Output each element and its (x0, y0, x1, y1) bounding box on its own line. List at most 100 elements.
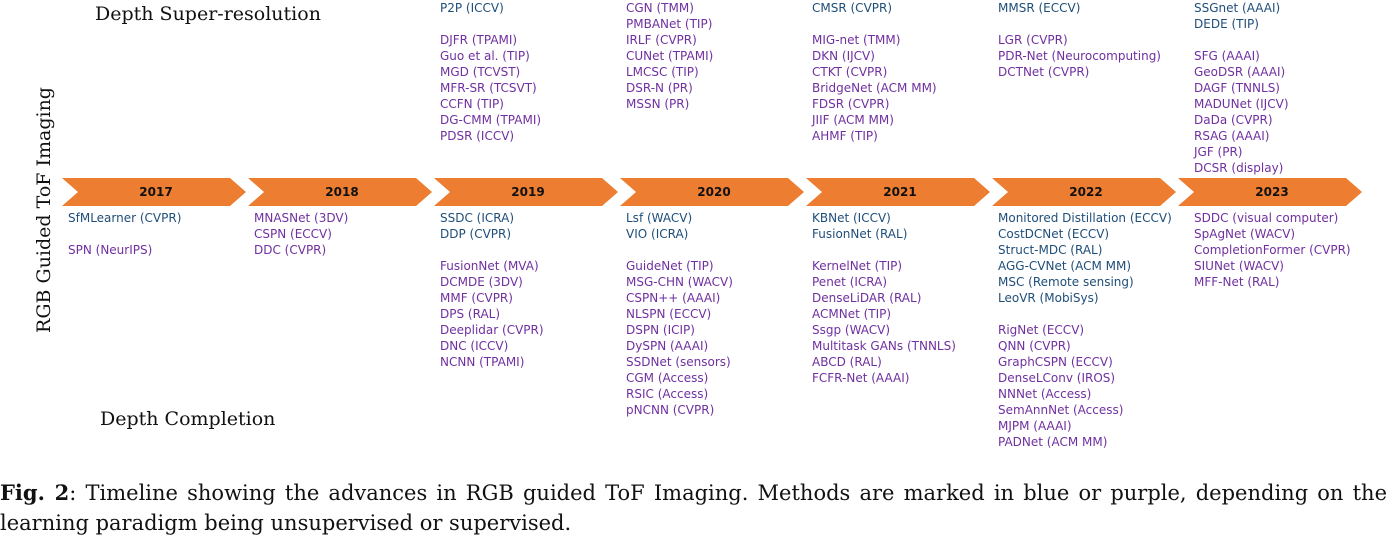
unsupervised-method: DEDE (TIP) (1194, 17, 1259, 31)
unsupervised-method: DDP (CVPR) (440, 227, 512, 241)
supervised-method: CCFN (TIP) (440, 97, 504, 111)
supervised-method: DNC (ICCV) (440, 339, 509, 353)
unsupervised-method: Monitored Distillation (ECCV) (998, 211, 1172, 225)
year-label-2019: 2019 (511, 185, 544, 199)
supervised-method: ACMNet (TIP) (812, 307, 892, 321)
supervised-method: MMF (CVPR) (440, 291, 513, 305)
spacer (626, 242, 733, 258)
supervised-method: NLSPN (ECCV) (626, 307, 712, 321)
unsupervised-method: AGG-CVNet (ACM MM) (998, 259, 1132, 273)
supervised-method: DAGF (TNNLS) (1194, 81, 1280, 95)
year-label-2020: 2020 (697, 185, 730, 199)
supervised-method: IRLF (CVPR) (626, 33, 697, 47)
supervised-method: SPN (NeurIPS) (68, 243, 153, 257)
supervised-method: PDR-Net (Neurocomputing) (998, 49, 1161, 63)
supervised-method: MFF-Net (RAL) (1194, 275, 1280, 289)
depth-completion-title: Depth Completion (100, 408, 276, 430)
unsupervised-method: CMSR (CVPR) (812, 1, 893, 15)
supervised-method: DSR-N (PR) (626, 81, 693, 95)
unsupervised-method: LeoVR (MobiSys) (998, 291, 1099, 305)
supervised-method: DCMDE (3DV) (440, 275, 523, 289)
unsupervised-method: SSDC (ICRA) (440, 211, 515, 225)
timeline-segment-2018 (248, 178, 432, 206)
spacer (998, 306, 1172, 322)
year-label-2023: 2023 (1255, 185, 1288, 199)
supervised-method: GeoDSR (AAAI) (1194, 65, 1286, 79)
super-resolution-column-2022: MMSR (ECCV) LGR (CVPR) PDR-Net (Neurocompu… (998, 0, 1161, 80)
supervised-method: DSPN (ICIP) (626, 323, 695, 337)
supervised-method: AHMF (TIP) (812, 129, 878, 143)
supervised-method: SpAgNet (WACV) (1194, 227, 1296, 241)
supervised-method: DDC (CVPR) (254, 243, 327, 257)
super-resolution-column-2020: CGN (TMM) PMBANet (TIP) IRLF (CVPR) CUNet (… (626, 0, 713, 112)
supervised-method: MGD (TCVST) (440, 65, 521, 79)
supervised-method: CompletionFormer (CVPR) (1194, 243, 1351, 257)
spacer (812, 242, 956, 258)
supervised-method: DKN (IJCV) (812, 49, 875, 63)
caption-label: Fig. 2 (0, 480, 70, 505)
super-resolution-column-2019: P2P (ICCV) DJFR (TPAMI) Guo et al. (TIP) MG… (440, 0, 541, 144)
year-label-2021: 2021 (883, 185, 916, 199)
timeline-segment-2023 (1178, 178, 1362, 206)
supervised-method: LMCSC (TIP) (626, 65, 699, 79)
unsupervised-method: VIO (ICRA) (626, 227, 689, 241)
spacer (998, 16, 1161, 32)
year-label-2018: 2018 (325, 185, 358, 199)
unsupervised-method: CostDCNet (ECCV) (998, 227, 1110, 241)
supervised-method: JIIF (ACM MM) (812, 113, 894, 127)
unsupervised-method: Lsf (WACV) (626, 211, 693, 225)
completion-column-2019: SSDC (ICRA) DDP (CVPR) FusionNet (MVA) DCMD… (440, 210, 544, 370)
supervised-method: ABCD (RAL) (812, 355, 882, 369)
supervised-method: Multitask GANs (TNNLS) (812, 339, 956, 353)
supervised-method: DaDa (CVPR) (1194, 113, 1273, 127)
completion-column-2022: Monitored Distillation (ECCV) CostDCNet (… (998, 210, 1172, 450)
super-resolution-column-2023: SSGnet (AAAI) DEDE (TIP) SFG (AAAI) GeoDSR … (1194, 0, 1289, 176)
supervised-method: JGF (PR) (1194, 145, 1243, 159)
supervised-method: MIG-net (TMM) (812, 33, 901, 47)
supervised-method: Deeplidar (CVPR) (440, 323, 544, 337)
supervised-method: MNASNet (3DV) (254, 211, 349, 225)
supervised-method: SSDNet (sensors) (626, 355, 731, 369)
supervised-method: MADUNet (IJCV) (1194, 97, 1289, 111)
supervised-method: GuideNet (TIP) (626, 259, 714, 273)
unsupervised-method: MMSR (ECCV) (998, 1, 1081, 15)
supervised-method: DenseLConv (IROS) (998, 371, 1116, 385)
figure-caption: Fig. 2: Timeline showing the advances in… (0, 478, 1387, 538)
spacer (440, 242, 544, 258)
supervised-method: MSSN (PR) (626, 97, 690, 111)
supervised-method: PDSR (ICCV) (440, 129, 515, 143)
supervised-method: CGN (TMM) (626, 1, 694, 15)
timeline-segment-2017 (62, 178, 246, 206)
supervised-method: SIUNet (WACV) (1194, 259, 1284, 273)
supervised-method: FusionNet (MVA) (440, 259, 539, 273)
spacer (1194, 32, 1289, 48)
supervised-method: Ssgp (WACV) (812, 323, 891, 337)
timeline-segment-2019 (434, 178, 618, 206)
supervised-method: Penet (ICRA) (812, 275, 888, 289)
supervised-method: CTKT (CVPR) (812, 65, 888, 79)
supervised-method: DySPN (AAAI) (626, 339, 709, 353)
supervised-method: DPS (RAL) (440, 307, 501, 321)
unsupervised-method: FusionNet (RAL) (812, 227, 908, 241)
supervised-method: MJPM (AAAI) (998, 419, 1072, 433)
unsupervised-method: SfMLearner (CVPR) (68, 211, 182, 225)
supervised-method: CSPN++ (AAAI) (626, 291, 721, 305)
completion-column-2023: SDDC (visual computer) SpAgNet (WACV) Comp… (1194, 210, 1351, 290)
year-label-2017: 2017 (139, 185, 172, 199)
supervised-method: DG-CMM (TPAMI) (440, 113, 542, 127)
spacer (440, 16, 541, 32)
supervised-method: RigNet (ECCV) (998, 323, 1085, 337)
supervised-method: LGR (CVPR) (998, 33, 1068, 47)
supervised-method: FCFR-Net (AAAI) (812, 371, 910, 385)
supervised-method: pNCNN (CVPR) (626, 403, 715, 417)
timeline-segment-2022 (992, 178, 1176, 206)
supervised-method: SemAnnNet (Access) (998, 403, 1124, 417)
supervised-method: NCNN (TPAMI) (440, 355, 525, 369)
supervised-method: DenseLiDAR (RAL) (812, 291, 922, 305)
supervised-method: SFG (AAAI) (1194, 49, 1260, 63)
supervised-method: RSIC (Access) (626, 387, 709, 401)
timeline-segment-2021 (806, 178, 990, 206)
timeline-segment-2020 (620, 178, 804, 206)
unsupervised-method: KBNet (ICCV) (812, 211, 891, 225)
unsupervised-method: Struct-MDC (RAL) (998, 243, 1103, 257)
